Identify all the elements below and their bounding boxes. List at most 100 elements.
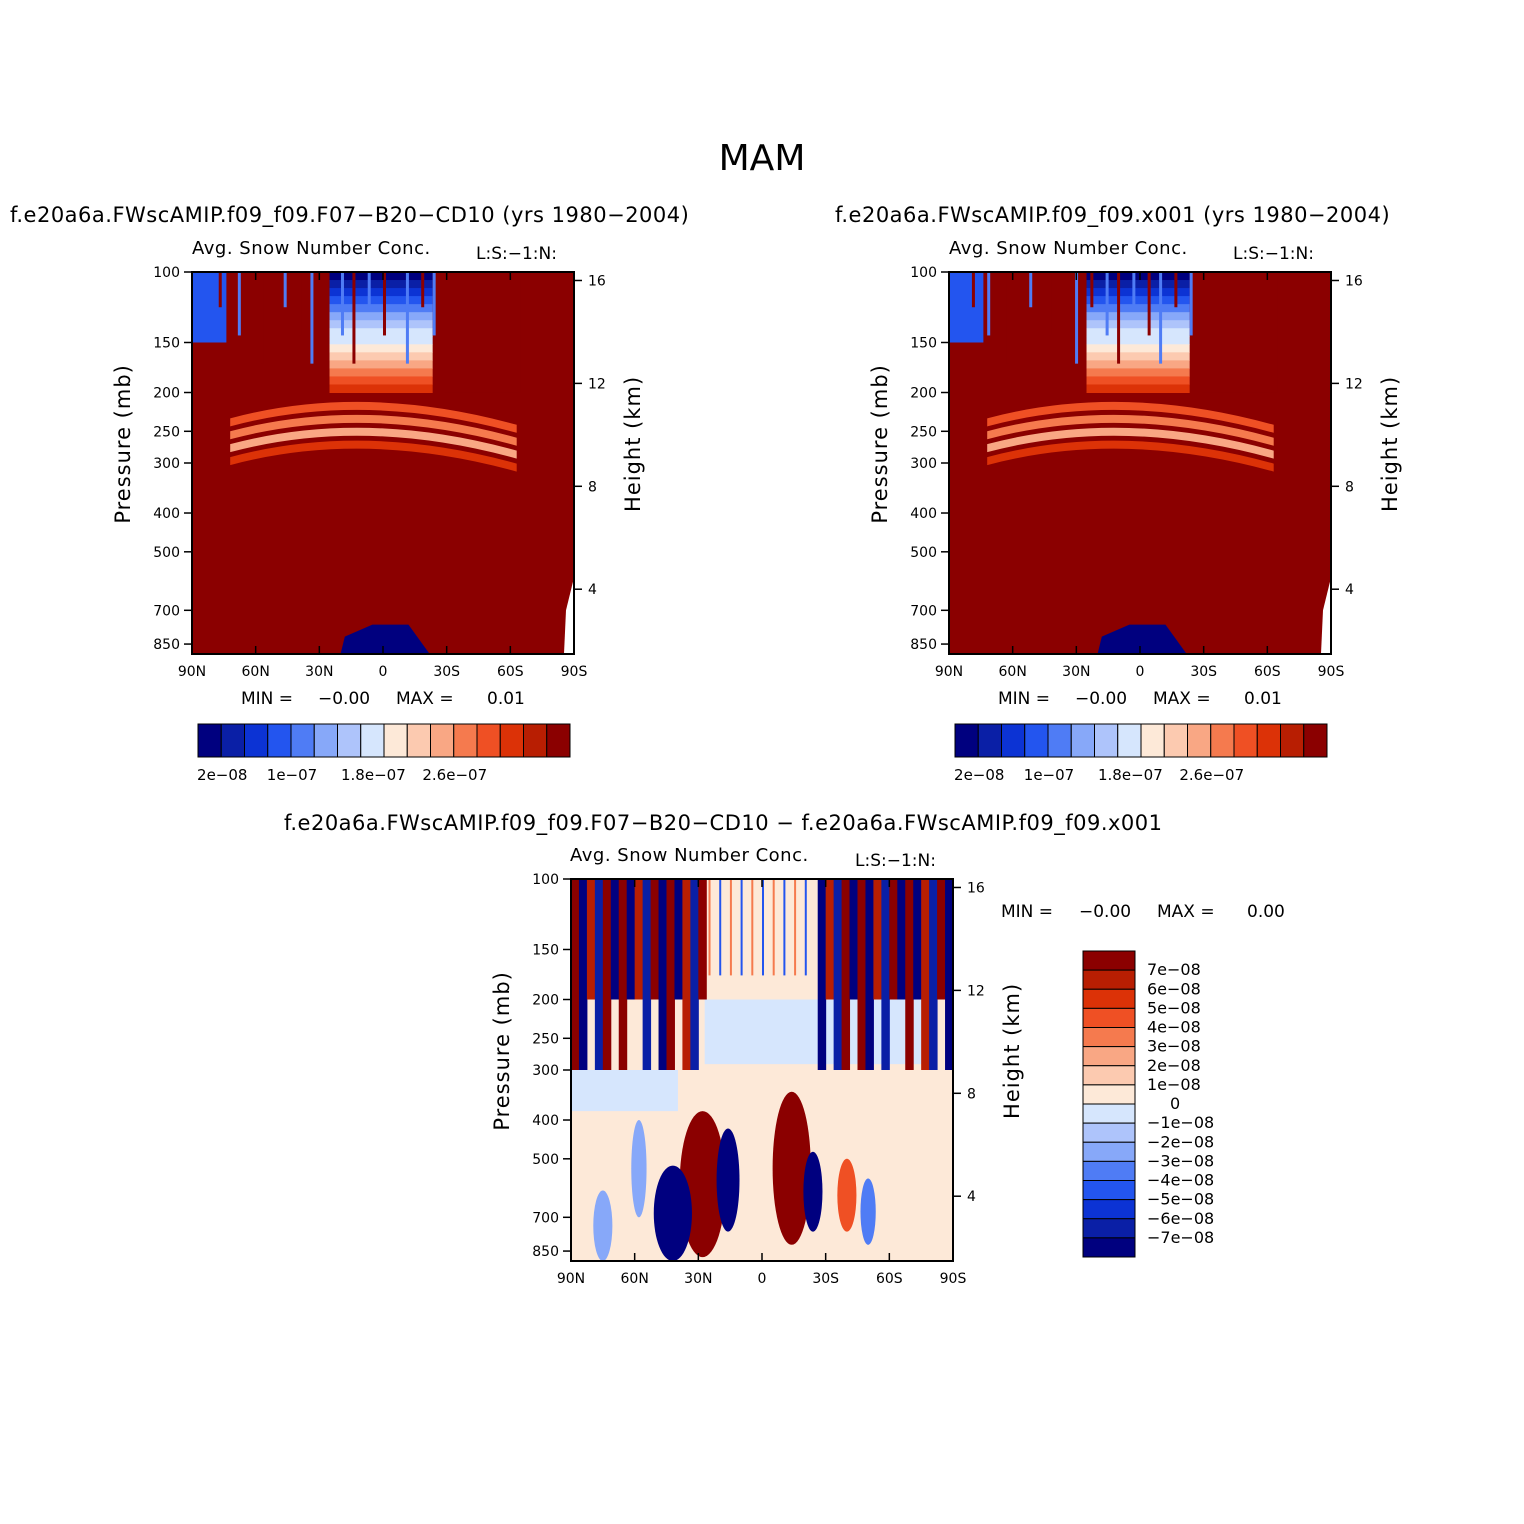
- colorbar-swatch: [267, 723, 292, 758]
- field-band: [987, 427, 1274, 459]
- field-column: [329, 272, 433, 281]
- field-streak: [865, 879, 874, 1070]
- field-streak: [897, 879, 906, 1000]
- field-streak: [586, 879, 596, 1000]
- colorbar-swatch: [383, 723, 408, 758]
- colorbar-swatch: [1082, 1084, 1136, 1105]
- field-streak: [594, 879, 604, 1070]
- x-tick-label: 0: [379, 664, 388, 680]
- field-streak: [729, 879, 732, 976]
- colorbar-label: −3e−08: [1147, 1151, 1214, 1170]
- field-streak: [1075, 272, 1079, 364]
- x-tick-label: 90N: [557, 1271, 585, 1287]
- field-band: [230, 401, 517, 433]
- y2-axis-label: Height (km): [1378, 376, 1402, 512]
- colorbar-swatch: [1082, 1237, 1136, 1258]
- colorbar-swatch: [1082, 1218, 1136, 1239]
- field-streak: [367, 272, 371, 308]
- field-streak: [849, 879, 858, 1000]
- field-streak: [1105, 272, 1109, 336]
- field-streak: [352, 272, 356, 364]
- colorbar-label: 1e−08: [1147, 1075, 1201, 1094]
- colorbar-swatch: [290, 723, 315, 758]
- field-streak: [618, 879, 628, 1070]
- field-column: [329, 280, 433, 289]
- colorbar-swatch: [1140, 723, 1165, 758]
- colorbar-label: 1.8e−07: [1098, 766, 1163, 784]
- field-streak: [383, 272, 386, 336]
- field-streak: [634, 879, 644, 1000]
- panel1-max-label: MAX =: [396, 689, 454, 709]
- colorbar-swatch: [1082, 1103, 1136, 1124]
- field-column: [1086, 304, 1190, 313]
- field-streak: [237, 272, 241, 336]
- panel1-min-value: −0.00: [318, 689, 371, 709]
- colorbar-label: 1.8e−07: [341, 766, 406, 784]
- field-blob: [593, 1190, 613, 1261]
- y2-tick-label: 8: [1345, 479, 1354, 495]
- field-column: [329, 320, 433, 329]
- panel2-max-label: MAX =: [1153, 689, 1211, 709]
- colorbar-swatch: [1082, 1065, 1136, 1086]
- panel3-max-label: MAX =: [1157, 902, 1215, 922]
- field-column: [329, 328, 433, 337]
- y-tick-label: 100: [153, 265, 180, 281]
- field-streak: [674, 879, 683, 1000]
- field-column: [1086, 360, 1190, 369]
- panel3-level-label: L:S:−1:N:: [855, 851, 936, 871]
- field-band: [230, 440, 517, 472]
- colorbar-swatch: [1280, 723, 1305, 758]
- contour-field: [949, 272, 1331, 654]
- colorbar-swatch: [1082, 1122, 1136, 1143]
- x-tick-label: 60S: [876, 1271, 903, 1287]
- colorbar-swatch: [1070, 723, 1095, 758]
- field-band: [987, 414, 1274, 446]
- panel2-max-value: 0.01: [1244, 689, 1282, 709]
- y-tick-label: 400: [910, 506, 937, 522]
- colorbar-swatch: [1303, 723, 1328, 758]
- field-streak: [1048, 272, 1052, 336]
- y-tick-label: 850: [153, 637, 180, 653]
- field-streak: [841, 879, 851, 1070]
- y-tick-label: 300: [153, 456, 180, 472]
- panel2-min-value: −0.00: [1075, 689, 1128, 709]
- field-streak: [298, 272, 302, 336]
- x-tick-label: 90S: [1318, 664, 1345, 680]
- field-streak: [889, 879, 898, 1000]
- field-column: [329, 368, 433, 377]
- field-streak: [658, 879, 667, 1070]
- field-streak: [937, 879, 946, 1000]
- field-column: [1086, 344, 1190, 353]
- x-tick-label: 30N: [305, 664, 333, 680]
- field-streak: [929, 879, 938, 1070]
- field-streak: [578, 879, 588, 1070]
- field-streak: [719, 879, 722, 976]
- field-streak: [913, 879, 922, 1000]
- field-column: [329, 336, 433, 345]
- colorbar-label: 2e−08: [1147, 1056, 1201, 1075]
- colorbar-label: −7e−08: [1147, 1228, 1214, 1247]
- colorbar-swatch: [453, 723, 478, 758]
- panel3-max-value: 0.00: [1247, 902, 1285, 922]
- field-column: [1086, 368, 1190, 377]
- x-tick-label: 0: [758, 1271, 767, 1287]
- field-column: [1086, 272, 1190, 281]
- field-streak: [905, 879, 914, 1070]
- colorbar-swatch: [1117, 723, 1142, 758]
- field-streak: [945, 879, 953, 1070]
- colorbar-label: 1e−07: [1024, 766, 1074, 784]
- field-missing: [564, 577, 574, 654]
- y-tick-label: 250: [532, 1031, 559, 1047]
- contour-field: [192, 272, 574, 654]
- field-streak: [873, 879, 882, 1000]
- y-tick-label: 150: [532, 942, 559, 958]
- field-blob: [631, 1120, 647, 1218]
- field-streak: [751, 879, 754, 976]
- field-streak: [310, 272, 314, 364]
- x-tick-label: 60S: [497, 664, 524, 680]
- colorbar-label: 1e−07: [267, 766, 317, 784]
- field-blob: [803, 1151, 823, 1232]
- y2-axis-label: Height (km): [1000, 983, 1024, 1119]
- colorbar-label: 7e−08: [1147, 960, 1201, 979]
- y-tick-label: 850: [910, 637, 937, 653]
